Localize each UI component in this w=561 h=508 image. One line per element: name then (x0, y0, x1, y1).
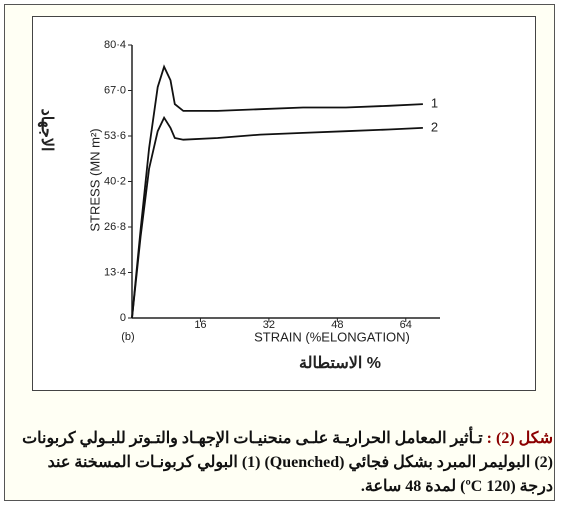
y-axis-label-ar: الاجهاد (37, 109, 55, 152)
x-tick-label: 32 (263, 319, 275, 331)
y-tick-label: 13·4 (104, 266, 126, 278)
x-tick-label: 64 (400, 319, 412, 331)
caption-label: شكل (2) : (486, 430, 553, 447)
line (131, 64, 423, 319)
y-tick-label: 0 (120, 312, 126, 324)
y-tick-label: 53·6 (104, 130, 126, 142)
y-tick-label: 67·0 (104, 84, 126, 96)
caption-text: تـأثير المعامل الحراريـة علـى منحنيـات ا… (22, 430, 553, 495)
line (131, 115, 423, 319)
y-tick-label: 26·8 (104, 221, 126, 233)
y-tick-label: 80·4 (104, 39, 126, 51)
x-tick-label: 16 (194, 319, 206, 331)
x-axis-label-ar: الاستطالة % (299, 355, 381, 372)
figure (32, 16, 536, 391)
panel-label: (b) (121, 331, 134, 343)
caption: شكل (2) : تـأثير المعامل الحراريـة علـى … (17, 427, 553, 499)
x-tick-label: 48 (331, 319, 343, 331)
frame: شكل (2) : تـأثير المعامل الحراريـة علـى … (4, 4, 555, 501)
series-label: 1 (431, 96, 438, 111)
y-axis-label: STRESS (MN m²) (87, 128, 102, 231)
x-axis-label: STRAIN (%ELONGATION) (254, 329, 410, 344)
y-tick-label: 40·2 (104, 175, 126, 187)
series-label: 2 (431, 119, 438, 134)
